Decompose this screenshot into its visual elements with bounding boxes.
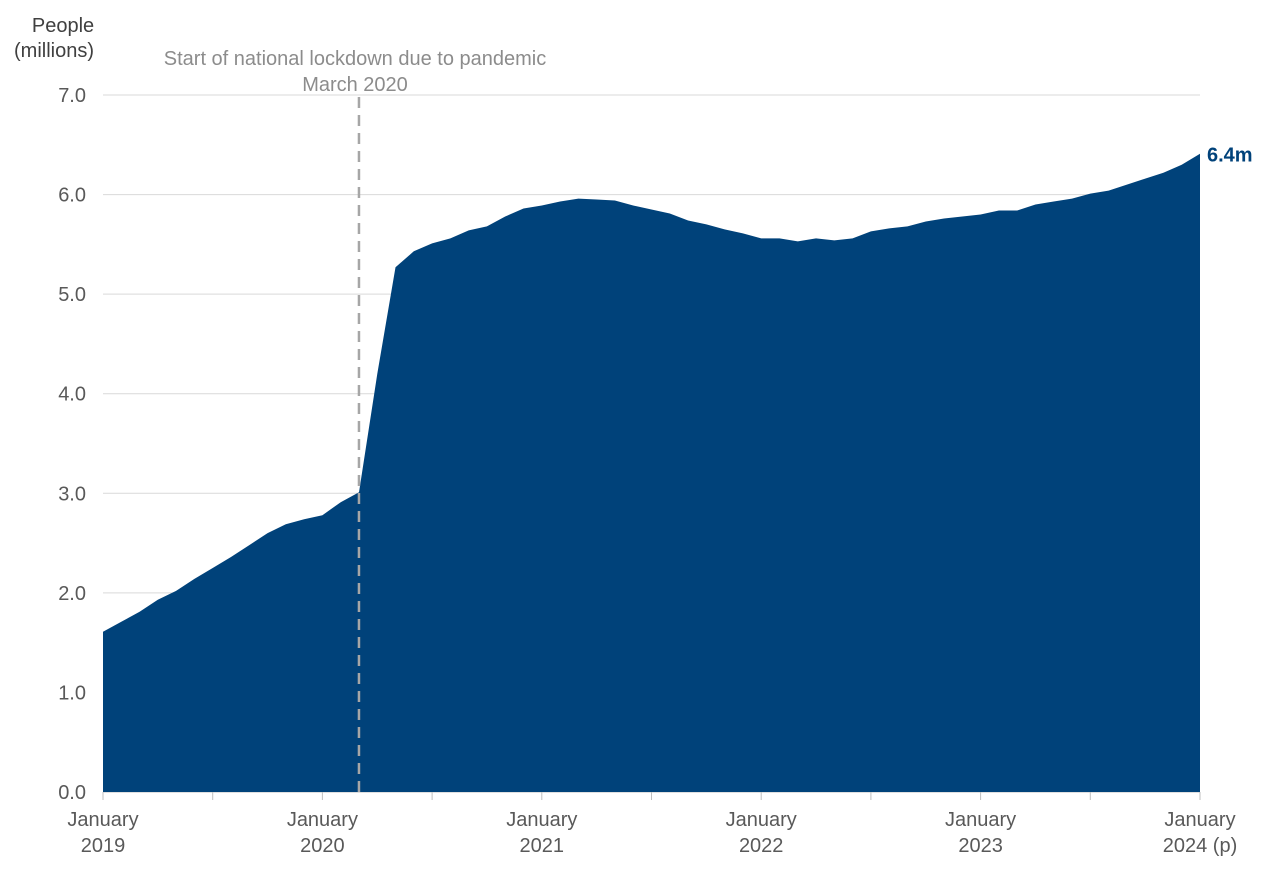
y-tick-label: 7.0 [58,85,86,107]
x-tick-label-year: 2020 [300,835,345,857]
y-tick-label: 0.0 [58,782,86,804]
x-tick-label-year: 2024 (p) [1163,835,1238,857]
annotation-line-1: Start of national lockdown due to pandem… [164,48,546,70]
x-tick-label-year: 2021 [520,835,565,857]
annotation-line-2: March 2020 [302,74,408,96]
y-tick-label: 5.0 [58,284,86,306]
y-axis-title-line-2: (millions) [14,40,94,62]
area-series [103,153,1200,792]
x-tick-label-month: January [1164,809,1235,831]
y-tick-label: 2.0 [58,583,86,605]
x-tick-label-month: January [287,809,358,831]
x-tick-label-month: January [506,809,577,831]
x-tick-label-month: January [945,809,1016,831]
y-tick-label: 4.0 [58,384,86,406]
x-tick-label-month: January [67,809,138,831]
y-tick-label: 3.0 [58,483,86,505]
x-tick-label-year: 2022 [739,835,784,857]
y-tick-label: 6.0 [58,185,86,207]
end-value-label: 6.4m [1207,145,1253,167]
y-tick-label: 1.0 [58,682,86,704]
x-tick-label-year: 2019 [81,835,126,857]
x-tick-label-month: January [726,809,797,831]
x-tick-label-year: 2023 [958,835,1003,857]
y-axis-title-line-1: People [32,15,94,37]
